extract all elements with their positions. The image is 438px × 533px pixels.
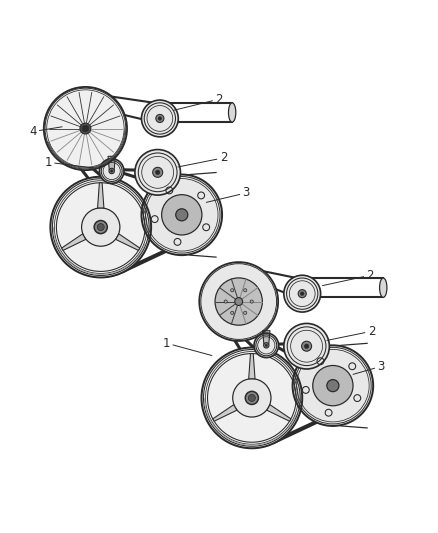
Circle shape [327,379,339,392]
Circle shape [99,159,124,183]
Polygon shape [116,234,140,251]
Polygon shape [263,330,270,344]
Circle shape [82,125,89,132]
Circle shape [203,224,210,231]
Circle shape [317,358,324,365]
Text: 3: 3 [353,360,385,374]
Text: 2: 2 [322,269,374,286]
Circle shape [141,100,178,137]
Circle shape [313,366,353,406]
Circle shape [97,223,104,231]
Circle shape [176,209,188,221]
Circle shape [151,216,158,223]
Polygon shape [108,156,115,170]
Circle shape [110,170,113,172]
Circle shape [50,177,151,278]
Circle shape [199,262,278,341]
Circle shape [325,409,332,416]
Circle shape [233,379,271,417]
Circle shape [156,115,164,123]
Circle shape [300,292,304,295]
Circle shape [44,87,127,170]
Circle shape [109,168,114,174]
Text: 3: 3 [206,187,250,203]
Circle shape [244,311,247,314]
Circle shape [248,394,255,401]
Circle shape [284,275,321,312]
Circle shape [215,278,262,325]
Circle shape [264,343,269,348]
Text: 1: 1 [162,337,212,356]
Polygon shape [213,405,237,421]
Circle shape [155,170,160,175]
Circle shape [302,341,311,351]
Polygon shape [62,234,86,251]
Circle shape [265,344,268,346]
Circle shape [298,289,306,298]
Circle shape [244,289,247,292]
Polygon shape [249,353,255,379]
Circle shape [354,394,361,401]
Circle shape [235,297,243,305]
Circle shape [224,300,227,303]
Circle shape [284,324,329,369]
Circle shape [81,208,120,246]
Circle shape [231,289,234,292]
Circle shape [201,348,302,448]
Polygon shape [267,405,291,421]
Text: 2: 2 [327,325,375,341]
Circle shape [302,386,309,393]
Circle shape [141,174,222,255]
Circle shape [349,363,356,370]
Circle shape [80,123,91,134]
Circle shape [94,221,107,233]
Circle shape [166,187,173,194]
Circle shape [153,167,162,177]
Text: 1: 1 [44,156,95,169]
Circle shape [245,391,258,405]
Text: 2: 2 [173,93,223,110]
Ellipse shape [380,278,387,297]
Circle shape [135,150,180,195]
Circle shape [293,345,373,426]
Circle shape [231,311,234,314]
Polygon shape [98,183,104,208]
Circle shape [250,300,253,303]
Text: 2: 2 [178,151,227,167]
Circle shape [174,238,181,245]
Circle shape [158,117,162,120]
Circle shape [304,344,309,349]
Circle shape [198,192,205,199]
Circle shape [254,333,279,358]
Circle shape [162,195,202,235]
Ellipse shape [229,103,236,122]
Text: 4: 4 [29,125,62,138]
